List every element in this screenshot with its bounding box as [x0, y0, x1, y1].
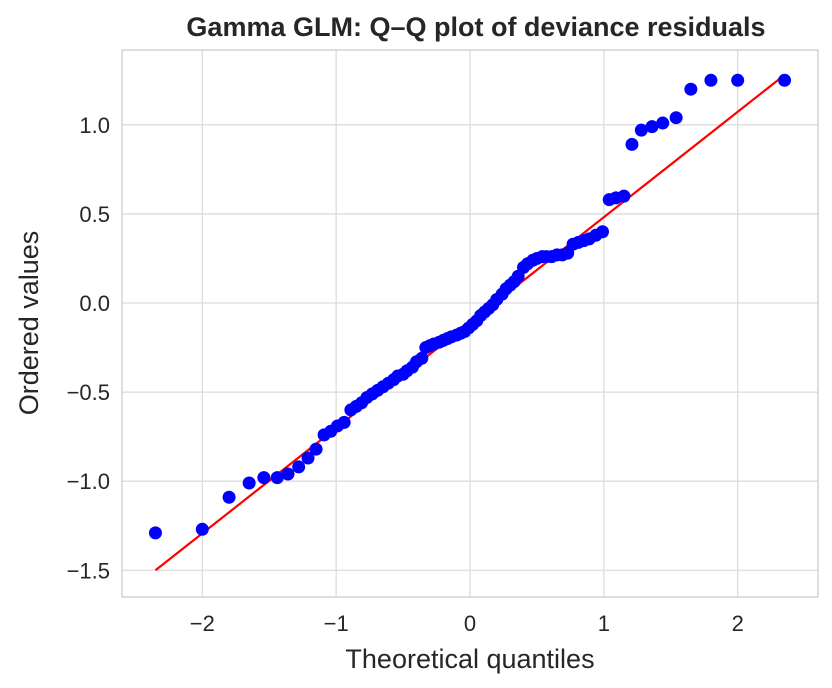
- grid: [122, 50, 818, 597]
- data-point: [645, 120, 659, 134]
- data-point: [656, 116, 670, 130]
- data-point: [778, 73, 792, 87]
- data-point: [704, 73, 718, 87]
- data-point: [625, 137, 639, 151]
- y-tick-label: 0.5: [79, 202, 110, 227]
- y-tick-label: 1.0: [79, 113, 110, 138]
- data-point: [195, 522, 209, 536]
- data-point: [415, 351, 429, 365]
- data-point: [242, 476, 256, 490]
- data-point: [292, 460, 306, 474]
- y-tick-labels: −1.5 −1.0 −0.5 0.0 0.5 1.0: [67, 113, 110, 583]
- chart-title: Gamma GLM: Q–Q plot of deviance residual…: [186, 12, 765, 42]
- data-point: [270, 471, 284, 485]
- data-point: [596, 225, 610, 239]
- x-axis-label: Theoretical quantiles: [345, 644, 594, 674]
- data-point: [684, 82, 698, 96]
- x-tick-labels: −2 −1 0 1 2: [190, 611, 744, 636]
- data-point: [731, 73, 745, 87]
- data-point: [222, 490, 236, 504]
- data-point: [257, 471, 271, 485]
- data-point: [309, 442, 323, 456]
- points-layer: [148, 73, 792, 540]
- x-tick-label: −2: [190, 611, 215, 636]
- x-tick-label: −1: [324, 611, 349, 636]
- data-point: [281, 467, 295, 481]
- data-point: [669, 111, 683, 125]
- data-point: [634, 123, 648, 137]
- y-tick-label: −0.5: [67, 380, 110, 405]
- data-point: [617, 189, 631, 203]
- y-tick-label: −1.5: [67, 558, 110, 583]
- x-tick-label: 2: [732, 611, 744, 636]
- data-point: [301, 451, 315, 465]
- x-tick-label: 1: [598, 611, 610, 636]
- data-point: [148, 526, 162, 540]
- data-point: [337, 415, 351, 429]
- plot-frame: [121, 49, 819, 598]
- x-tick-label: 0: [464, 611, 476, 636]
- y-tick-label: −1.0: [67, 469, 110, 494]
- y-tick-label: 0.0: [79, 291, 110, 316]
- y-axis-label: Ordered values: [14, 231, 44, 416]
